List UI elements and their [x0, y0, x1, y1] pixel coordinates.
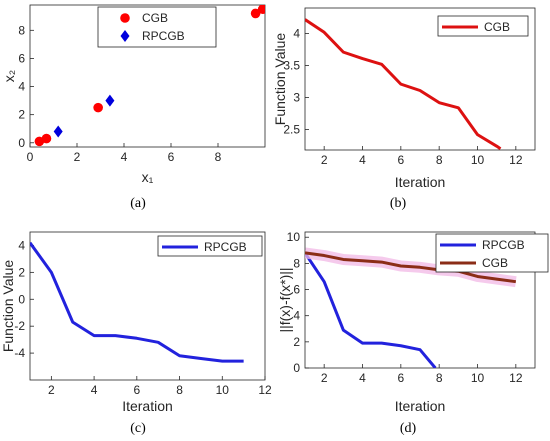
- y-tick-label: 4: [293, 309, 300, 323]
- y-tick-label: 2: [18, 108, 25, 122]
- y-axis-label: x₂: [1, 70, 17, 82]
- x-tick-label: 6: [397, 371, 404, 385]
- series-line-cgb: [305, 18, 502, 150]
- y-tick-label: 3.5: [283, 59, 300, 73]
- point-cgb: [257, 5, 265, 15]
- legend-label-rpcgb: RPCGB: [142, 29, 185, 43]
- panel-d: 2 4 6 8 10 12 0 2 4 6 8 10 Iteration ||f(x)-f(x*)|| RP…: [277, 230, 549, 436]
- x-axis-label: Iteration: [122, 398, 173, 414]
- y-tick-label: 4: [293, 27, 300, 41]
- caption: (c): [130, 421, 146, 436]
- caption: (a): [130, 196, 146, 211]
- legend: CGB: [437, 15, 529, 37]
- x-tick-label: 10: [216, 383, 230, 397]
- y-tick-label: 6: [18, 51, 25, 65]
- point-cgb: [41, 133, 52, 144]
- x-axis-label: Iteration: [395, 398, 446, 414]
- x-tick-label: 0: [27, 150, 34, 164]
- x-tick-label: 12: [509, 153, 523, 167]
- point-cgb: [250, 8, 261, 19]
- y-tick-label: 6: [293, 283, 300, 297]
- legend-marker-rpcgb: [120, 30, 130, 42]
- y-axis-label: Function Value: [272, 33, 288, 126]
- x-tick-label: 12: [509, 371, 523, 385]
- y-tick-label: 8: [18, 23, 25, 37]
- x-axis-label: Iteration: [395, 174, 446, 190]
- x-tick-label: 4: [121, 150, 128, 164]
- legend-box: [97, 6, 217, 48]
- legend-marker-cgb: [120, 13, 130, 23]
- axes-box: [29, 4, 266, 148]
- axes-box: [29, 231, 266, 381]
- y-tick-label: 10: [287, 230, 301, 244]
- series-line-cgb: [305, 251, 517, 284]
- axes-box: [304, 7, 536, 151]
- legend-label-cgb: CGB: [484, 20, 510, 34]
- x-tick-label: 4: [359, 371, 366, 385]
- x-tick-label: 4: [91, 383, 98, 397]
- point-rpcgb: [105, 94, 115, 107]
- legend-box: [157, 235, 263, 257]
- point-rpcgb: [53, 125, 63, 138]
- x-tick-label: 6: [133, 383, 140, 397]
- y-tick-label: 4: [18, 238, 25, 252]
- x-tick-label: 8: [436, 153, 443, 167]
- x-tick-label: 10: [471, 153, 485, 167]
- legend-label-cgb: CGB: [142, 11, 168, 25]
- series-layer: [305, 247, 517, 368]
- panel-c: 2 4 6 8 10 12 -4 -2 0 2 4 Iteration Function Value RP…: [0, 231, 272, 436]
- axes-box: [304, 231, 536, 369]
- y-tick-label: 0: [18, 292, 25, 306]
- x-tick-label: 6: [168, 150, 175, 164]
- point-cgb: [93, 102, 103, 113]
- y-tick-label: 0: [293, 361, 300, 375]
- panel-b: 2 4 6 8 10 12 2.5 3 3.5 4 Iteration Function Value C…: [272, 7, 536, 211]
- x-tick-label: 2: [321, 153, 328, 167]
- y-tick-label: -2: [14, 319, 25, 333]
- y-tick-label: 2: [293, 335, 300, 349]
- series-line-rpcgb: [30, 241, 244, 363]
- y-tick-label: 8: [293, 256, 300, 270]
- panel-a: 0 2 4 6 8 0 2 4 6 8 x₁ x₂ CGB RPCGB (a): [1, 4, 266, 211]
- x-tick-label: 8: [436, 371, 443, 385]
- caption: (d): [400, 421, 417, 436]
- legend-box: [437, 15, 529, 37]
- x-tick-label: 12: [258, 383, 272, 397]
- y-axis-label: Function Value: [0, 260, 16, 353]
- legend-label-rpcgb: RPCGB: [204, 240, 247, 254]
- caption: (b): [390, 196, 407, 211]
- x-tick-label: 8: [176, 383, 183, 397]
- y-tick-label: 4: [18, 80, 25, 94]
- series-layer: [305, 18, 502, 150]
- legend-box: [435, 233, 549, 273]
- y-tick-label: 3: [293, 91, 300, 105]
- x-axis-label: x₁: [142, 169, 154, 185]
- x-tick-label: 2: [48, 383, 55, 397]
- legend-label-cgb: CGB: [482, 256, 508, 270]
- x-tick-label: 4: [359, 153, 366, 167]
- legend: CGB RPCGB: [97, 6, 217, 48]
- x-tick-label: 2: [74, 150, 81, 164]
- y-tick-label: 2: [18, 265, 25, 279]
- series-layer: [34, 5, 265, 147]
- legend: RPCGB: [157, 235, 263, 257]
- legend: RPCGB CGB: [435, 233, 549, 273]
- series-layer: [30, 241, 244, 363]
- y-tick-label: -4: [14, 346, 25, 360]
- x-tick-label: 2: [321, 371, 328, 385]
- y-tick-label: 2.5: [283, 123, 300, 137]
- x-tick-label: 6: [397, 153, 404, 167]
- y-axis-label: ||f(x)-f(x*)||: [277, 267, 293, 332]
- y-tick-label: 0: [18, 136, 25, 150]
- legend-label-rpcgb: RPCGB: [482, 238, 525, 252]
- x-tick-label: 8: [215, 150, 222, 164]
- series-line-rpcgb: [305, 252, 437, 368]
- x-tick-label: 10: [471, 371, 485, 385]
